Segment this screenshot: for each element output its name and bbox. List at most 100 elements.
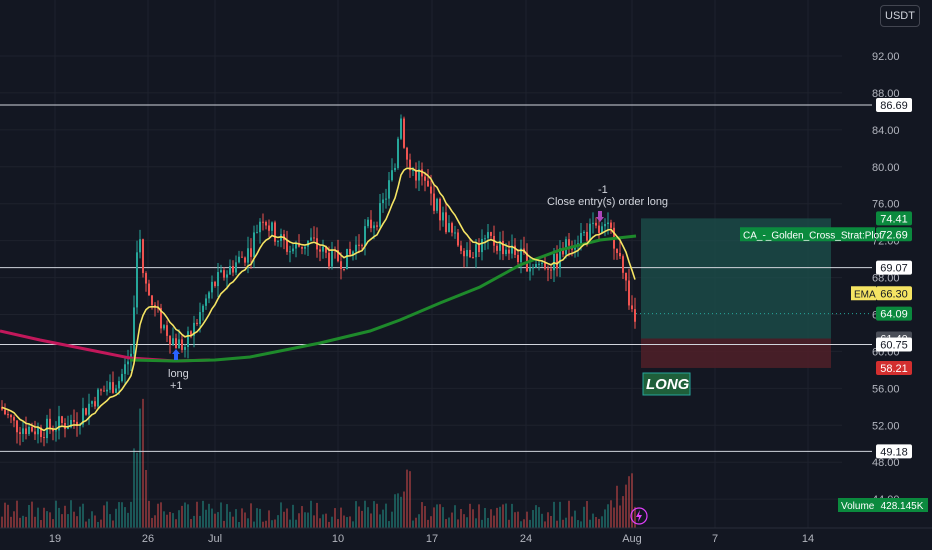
candle-body: [478, 244, 480, 253]
candle-body: [196, 322, 198, 324]
volume-bar: [40, 520, 42, 528]
volume-bar: [385, 503, 387, 528]
volume-bar: [355, 501, 357, 528]
candle-body: [343, 268, 345, 270]
candle-body: [376, 225, 378, 227]
long-position-label[interactable]: LONG: [642, 372, 691, 396]
candle-body: [100, 389, 102, 391]
price-labels: 74.4172.6969.0766.3064.0961.4060.7558.21…: [740, 98, 928, 512]
candle-body: [97, 389, 99, 407]
candle-body: [133, 307, 135, 354]
candle-body: [37, 427, 39, 435]
candle-body: [349, 248, 351, 255]
candle-body: [277, 241, 279, 243]
candle-body: [331, 249, 333, 267]
volume-bar: [1, 516, 3, 528]
candle-body: [166, 325, 168, 336]
candle-body: [289, 251, 291, 253]
volume-bar: [34, 516, 36, 528]
volume-bar: [25, 516, 27, 528]
volume-bar: [208, 503, 210, 528]
candle-body: [430, 186, 432, 194]
candle-body: [607, 222, 609, 225]
volume-bar: [190, 519, 192, 528]
volume-bar: [130, 501, 132, 528]
candle-body: [364, 226, 366, 247]
volume-bar: [577, 520, 579, 528]
candle-body: [628, 280, 630, 306]
candle-body: [262, 221, 264, 223]
volume-bar: [220, 502, 222, 528]
volume-bar: [589, 519, 591, 528]
volume-bar: [103, 505, 105, 528]
candle-body: [211, 281, 213, 293]
volume-bar: [127, 512, 129, 528]
volume-name-bg: [838, 498, 876, 512]
volume-bar: [343, 515, 345, 528]
volume-bar: [217, 512, 219, 528]
volume-bar: [529, 519, 531, 528]
long-position-text: LONG: [646, 376, 690, 393]
volume-bar: [277, 515, 279, 528]
volume-bar: [112, 520, 114, 528]
volume-bar: [250, 503, 252, 528]
candle-body: [73, 419, 75, 422]
volume-bar: [97, 521, 99, 528]
volume-bar: [100, 519, 102, 528]
volume-bar: [631, 473, 633, 528]
ema-price-label: 66.30: [880, 288, 908, 300]
candle-body: [121, 373, 123, 382]
time-axis[interactable]: 19 26 Jul 10 17 24 Aug 7 14: [0, 527, 932, 545]
candle-body: [580, 232, 582, 244]
volume-bar: [427, 519, 429, 528]
volume-bar: [43, 507, 45, 528]
candle-body: [172, 338, 174, 345]
annotations: long +1 -1 Close entry(s) order long LON…: [168, 184, 691, 525]
date-tick-label: 19: [49, 533, 61, 545]
volume-bar: [595, 517, 597, 528]
candle-body: [58, 416, 60, 431]
volume-bar: [337, 519, 339, 528]
horizontal-levels[interactable]: [0, 104, 872, 452]
volume-bar: [487, 517, 489, 528]
candle-body: [598, 225, 600, 233]
candle-body: [445, 212, 447, 233]
volume-bar: [265, 520, 267, 528]
volume-bar: [394, 494, 396, 528]
candle-body: [382, 199, 384, 204]
candle-body: [568, 239, 570, 246]
volume-bar: [316, 502, 318, 528]
candle-body: [325, 246, 327, 253]
date-tick-label: Jul: [208, 533, 222, 545]
candle-body: [565, 239, 567, 255]
volume-bar: [520, 521, 522, 528]
candle-body: [385, 198, 387, 200]
volume-bar: [526, 511, 528, 528]
candle-body: [409, 159, 411, 171]
volume-bar: [322, 514, 324, 528]
candle-body: [622, 256, 624, 273]
candle-body: [337, 249, 339, 262]
candle-body: [397, 138, 399, 168]
last-price-label: 64.09: [880, 309, 908, 321]
volume-bar: [79, 506, 81, 528]
candle-body: [610, 222, 612, 228]
ema-line: [1, 167, 636, 432]
volume-bar: [586, 501, 588, 528]
sma-line-bullish: [129, 234, 637, 363]
candle-body: [361, 245, 363, 247]
price-tick-label: 56.00: [872, 383, 900, 395]
candle-body: [481, 238, 483, 253]
lightning-icon[interactable]: [630, 507, 648, 525]
volume-bar: [106, 501, 108, 528]
volume-bar: [328, 521, 330, 528]
volume-bar: [553, 501, 555, 528]
volume-bar: [469, 503, 471, 528]
volume-bar: [559, 501, 561, 528]
volume-bar: [310, 500, 312, 528]
candle-body: [625, 272, 627, 281]
currency-button[interactable]: USDT: [880, 5, 920, 27]
volume-bar: [301, 506, 303, 528]
